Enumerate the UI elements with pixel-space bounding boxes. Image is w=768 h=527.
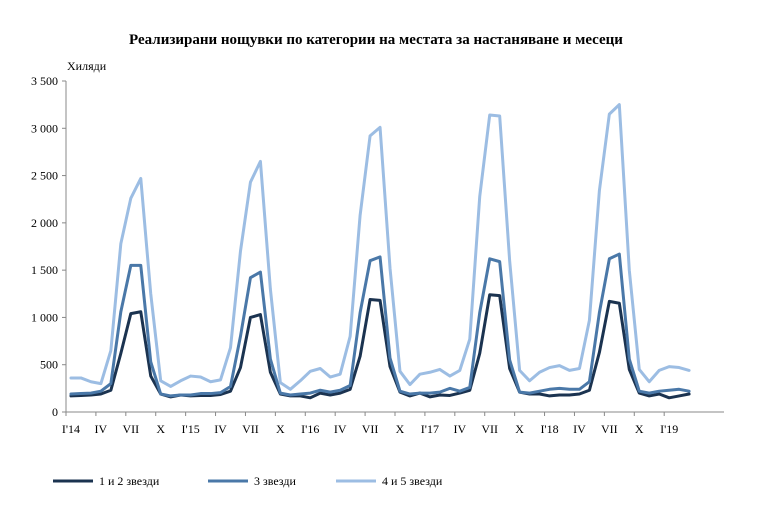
legend: 1 и 2 звезди 3 звезди 4 и 5 звезди xyxy=(53,474,443,488)
legend-label-2: 3 звезди xyxy=(254,474,296,488)
y-tick-label: 0 xyxy=(52,405,58,419)
y-axis-ticks: 0 500 1 000 1 500 2 000 2 500 3 000 3 500 xyxy=(31,74,66,419)
x-tick-label: VII xyxy=(601,422,618,436)
y-tick-label: 1 500 xyxy=(31,263,58,277)
y-tick-label: 3 000 xyxy=(31,121,58,135)
x-tick-label: VII xyxy=(122,422,139,436)
x-tick-label: IV xyxy=(573,422,586,436)
legend-label-3: 4 и 5 звезди xyxy=(382,474,443,488)
x-tick-label: VII xyxy=(362,422,379,436)
y-tick-label: 2 000 xyxy=(31,216,58,230)
y-tick-label: 1 000 xyxy=(31,310,58,324)
series-lines xyxy=(69,103,691,400)
x-tick-label: IV xyxy=(214,422,227,436)
x-tick-label: X xyxy=(635,422,644,436)
y-unit-label: Хиляди xyxy=(67,59,107,73)
x-tick-label: X xyxy=(396,422,405,436)
x-axis-ticks: I'14 IV VII X I'15 IV VII X I'16 IV VII X I'17 IV VII X… xyxy=(62,412,678,436)
x-tick-label: X xyxy=(515,422,524,436)
y-tick-label: 2 500 xyxy=(31,169,58,183)
x-tick-label: I'14 xyxy=(62,422,80,436)
x-tick-label: VII xyxy=(481,422,498,436)
chart-title: Реализирани нощувки по категории на мест… xyxy=(129,32,623,48)
x-tick-label: I'16 xyxy=(301,422,319,436)
legend-label-1: 1 и 2 звезди xyxy=(99,474,160,488)
x-tick-label: I'17 xyxy=(421,422,439,436)
y-tick-label: 3 500 xyxy=(31,74,58,88)
series-line-3 xyxy=(69,103,691,391)
y-tick-label: 500 xyxy=(40,358,58,372)
x-tick-label: IV xyxy=(453,422,466,436)
series-line-2 xyxy=(69,252,691,398)
x-tick-label: X xyxy=(156,422,165,436)
x-tick-label: I'18 xyxy=(540,422,558,436)
x-tick-label: X xyxy=(276,422,285,436)
x-tick-label: IV xyxy=(334,422,347,436)
x-tick-label: I'15 xyxy=(182,422,200,436)
x-tick-label: I'19 xyxy=(660,422,678,436)
x-tick-label: IV xyxy=(95,422,108,436)
x-tick-label: VII xyxy=(242,422,259,436)
